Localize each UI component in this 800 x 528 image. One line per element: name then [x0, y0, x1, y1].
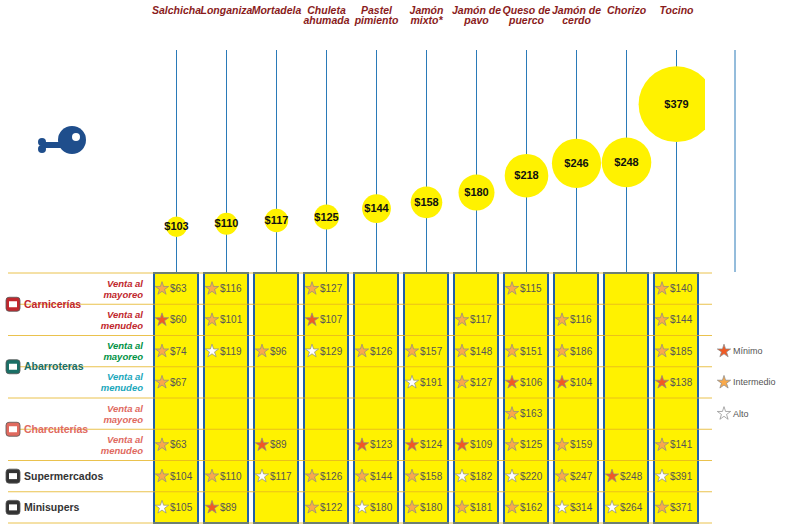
svg-text:$129: $129	[320, 346, 343, 357]
svg-text:$180: $180	[464, 186, 488, 198]
svg-text:$371: $371	[670, 502, 693, 513]
svg-text:Venta almayoreo: Venta almayoreo	[103, 340, 143, 362]
svg-text:$186: $186	[570, 346, 593, 357]
svg-text:Alto: Alto	[733, 409, 749, 419]
svg-text:$105: $105	[170, 502, 193, 513]
svg-text:$106: $106	[520, 377, 543, 388]
svg-text:$248: $248	[614, 156, 638, 168]
svg-text:$247: $247	[570, 471, 593, 482]
svg-text:Carnicerías: Carnicerías	[24, 298, 81, 310]
svg-text:$125: $125	[314, 211, 338, 223]
svg-text:$158: $158	[420, 471, 443, 482]
svg-text:$110: $110	[220, 471, 242, 482]
svg-text:$122: $122	[320, 502, 343, 513]
svg-text:$101: $101	[220, 314, 243, 325]
svg-text:Jamónmixto*: Jamónmixto*	[410, 4, 444, 27]
svg-text:Mortadela: Mortadela	[252, 4, 302, 16]
svg-text:$63: $63	[170, 283, 187, 294]
svg-text:$127: $127	[320, 283, 343, 294]
svg-text:Chorizo: Chorizo	[607, 4, 647, 16]
svg-text:Supermercados: Supermercados	[24, 470, 104, 482]
svg-text:Venta almenudeo: Venta almenudeo	[101, 434, 144, 456]
svg-text:$123: $123	[370, 439, 393, 450]
svg-text:Mínimo: Mínimo	[733, 346, 763, 356]
svg-text:$107: $107	[320, 314, 343, 325]
svg-text:$148: $148	[470, 346, 493, 357]
svg-text:$109: $109	[470, 439, 493, 450]
svg-text:$127: $127	[470, 377, 493, 388]
svg-text:$63: $63	[170, 439, 187, 450]
svg-text:$180: $180	[420, 502, 443, 513]
svg-text:$126: $126	[370, 346, 393, 357]
svg-text:Jamón depavo: Jamón depavo	[452, 4, 501, 27]
svg-text:$103: $103	[164, 220, 188, 232]
svg-text:Minisupers: Minisupers	[24, 501, 80, 513]
svg-text:Salchicha: Salchicha	[152, 4, 201, 16]
svg-text:$110: $110	[215, 217, 239, 229]
svg-text:$162: $162	[520, 502, 543, 513]
svg-text:$60: $60	[170, 314, 187, 325]
svg-text:$264: $264	[620, 502, 643, 513]
svg-text:$220: $220	[520, 471, 543, 482]
svg-text:$117: $117	[265, 214, 289, 226]
svg-text:$119: $119	[220, 346, 242, 357]
svg-text:Venta almayoreo: Venta almayoreo	[103, 403, 143, 425]
svg-text:Chuletaahumada: Chuletaahumada	[303, 4, 349, 27]
svg-text:$314: $314	[570, 502, 593, 513]
svg-text:$144: $144	[364, 202, 389, 214]
svg-text:$96: $96	[270, 346, 287, 357]
svg-text:$67: $67	[170, 377, 187, 388]
svg-text:Charcuterías: Charcuterías	[24, 423, 88, 435]
svg-text:$157: $157	[420, 346, 443, 357]
svg-text:$218: $218	[514, 169, 538, 181]
svg-text:$115: $115	[520, 283, 542, 294]
svg-text:$246: $246	[564, 157, 588, 169]
svg-text:$116: $116	[220, 283, 242, 294]
svg-text:$163: $163	[520, 408, 543, 419]
svg-text:$138: $138	[670, 377, 693, 388]
svg-text:$379: $379	[664, 98, 688, 110]
svg-text:$104: $104	[570, 377, 593, 388]
svg-text:$126: $126	[320, 471, 343, 482]
svg-text:$180: $180	[370, 502, 393, 513]
svg-text:$191: $191	[420, 377, 443, 388]
svg-text:Pastelpimiento: Pastelpimiento	[354, 4, 399, 27]
svg-text:$125: $125	[520, 439, 543, 450]
svg-text:Jamón decerdo: Jamón decerdo	[552, 4, 601, 27]
svg-text:$117: $117	[270, 471, 292, 482]
svg-text:Venta almenudeo: Venta almenudeo	[101, 309, 144, 331]
svg-text:$248: $248	[620, 471, 643, 482]
svg-text:Queso depuerco: Queso depuerco	[503, 4, 551, 27]
svg-text:$117: $117	[470, 314, 492, 325]
svg-text:$104: $104	[170, 471, 193, 482]
svg-text:$182: $182	[470, 471, 493, 482]
svg-text:$181: $181	[470, 502, 493, 513]
svg-text:$144: $144	[670, 314, 693, 325]
svg-text:$185: $185	[670, 346, 693, 357]
svg-text:$391: $391	[670, 471, 693, 482]
svg-text:Intermedio: Intermedio	[733, 377, 776, 387]
svg-text:$144: $144	[370, 471, 393, 482]
svg-text:$159: $159	[570, 439, 593, 450]
svg-text:Venta almayoreo: Venta almayoreo	[103, 278, 143, 300]
svg-text:$151: $151	[520, 346, 543, 357]
svg-text:Venta almenudeo: Venta almenudeo	[101, 371, 144, 393]
svg-text:$158: $158	[414, 196, 438, 208]
svg-text:$116: $116	[570, 314, 592, 325]
svg-text:Longaniza: Longaniza	[201, 4, 253, 16]
svg-text:Tocino: Tocino	[659, 4, 694, 16]
svg-text:$74: $74	[170, 346, 187, 357]
svg-text:$141: $141	[670, 439, 693, 450]
svg-text:Abarroteras: Abarroteras	[24, 360, 84, 372]
svg-text:$89: $89	[270, 439, 287, 450]
svg-text:$89: $89	[220, 502, 237, 513]
svg-text:$124: $124	[420, 439, 443, 450]
svg-text:$140: $140	[670, 283, 693, 294]
